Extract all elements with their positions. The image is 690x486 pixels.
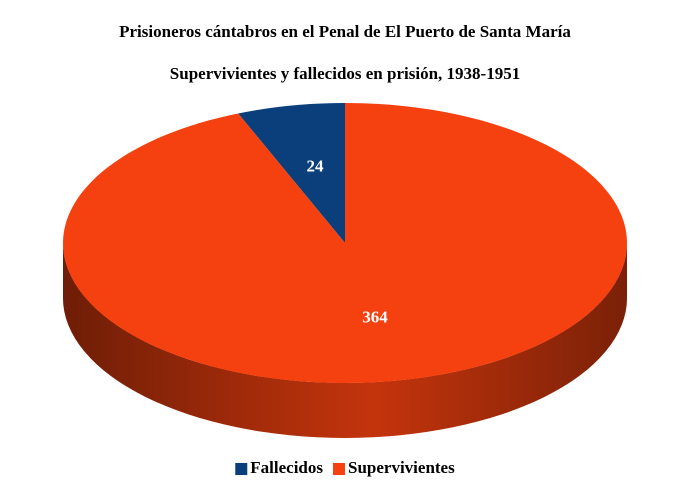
chart-subtitle: Supervivientes y fallecidos en prisión, …: [170, 64, 520, 83]
legend-label: Supervivientes: [348, 458, 455, 477]
legend-item: Supervivientes: [332, 458, 455, 477]
pie: 24 364: [62, 103, 627, 438]
data-label: 364: [362, 307, 388, 326]
chart-title: Prisioneros cántabros en el Penal de El …: [119, 22, 571, 41]
slice-side-shade: [63, 243, 627, 438]
legend-label: Fallecidos: [250, 458, 323, 477]
slice: [62, 103, 627, 384]
slice: [238, 103, 345, 243]
legend-swatch: [332, 463, 345, 475]
legend-swatch: [235, 463, 248, 475]
legend-item: Fallecidos: [235, 458, 323, 477]
data-label: 24: [307, 156, 325, 175]
legend: Fallecidos Supervivientes: [235, 458, 455, 477]
